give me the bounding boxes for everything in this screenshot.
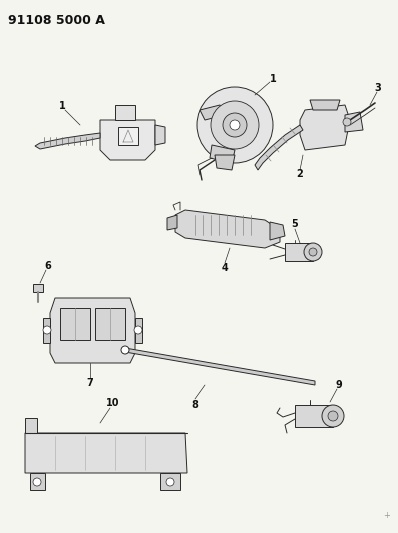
Text: 10: 10 xyxy=(106,398,120,408)
Text: 8: 8 xyxy=(191,400,199,410)
Text: 7: 7 xyxy=(87,378,94,388)
Circle shape xyxy=(223,113,247,137)
Polygon shape xyxy=(300,105,350,150)
Polygon shape xyxy=(95,308,125,340)
Text: 1: 1 xyxy=(269,74,276,84)
Polygon shape xyxy=(100,120,155,160)
Polygon shape xyxy=(155,125,165,145)
Circle shape xyxy=(134,326,142,334)
Polygon shape xyxy=(60,308,90,340)
Polygon shape xyxy=(33,284,43,292)
Circle shape xyxy=(304,243,322,261)
Text: 4: 4 xyxy=(222,263,228,273)
Polygon shape xyxy=(295,405,333,427)
Polygon shape xyxy=(30,473,45,490)
Circle shape xyxy=(121,346,129,354)
Circle shape xyxy=(322,405,344,427)
Polygon shape xyxy=(25,418,37,433)
Circle shape xyxy=(197,87,273,163)
Circle shape xyxy=(343,118,351,126)
Circle shape xyxy=(43,326,51,334)
Polygon shape xyxy=(215,155,235,170)
Polygon shape xyxy=(50,298,135,363)
Text: 1: 1 xyxy=(59,101,65,111)
Polygon shape xyxy=(175,210,280,248)
Circle shape xyxy=(211,101,259,149)
Polygon shape xyxy=(43,318,50,343)
Text: 5: 5 xyxy=(292,219,298,229)
Polygon shape xyxy=(118,127,138,145)
Circle shape xyxy=(33,478,41,486)
Polygon shape xyxy=(125,348,315,385)
Polygon shape xyxy=(25,433,187,473)
Polygon shape xyxy=(270,222,285,240)
Text: +: + xyxy=(383,511,390,520)
Circle shape xyxy=(328,411,338,421)
Circle shape xyxy=(166,478,174,486)
Polygon shape xyxy=(167,215,177,230)
Polygon shape xyxy=(35,133,100,149)
Text: 91108 5000 A: 91108 5000 A xyxy=(8,14,105,27)
Polygon shape xyxy=(200,105,225,120)
Polygon shape xyxy=(345,112,363,132)
Circle shape xyxy=(309,248,317,256)
Polygon shape xyxy=(310,100,340,110)
Text: 6: 6 xyxy=(45,261,51,271)
Circle shape xyxy=(230,120,240,130)
Text: 3: 3 xyxy=(375,83,381,93)
Polygon shape xyxy=(285,243,313,261)
Polygon shape xyxy=(115,105,135,120)
Polygon shape xyxy=(255,125,303,170)
Polygon shape xyxy=(160,473,180,490)
Text: 9: 9 xyxy=(336,380,342,390)
Polygon shape xyxy=(135,318,142,343)
Text: 2: 2 xyxy=(297,169,303,179)
Polygon shape xyxy=(210,145,235,163)
